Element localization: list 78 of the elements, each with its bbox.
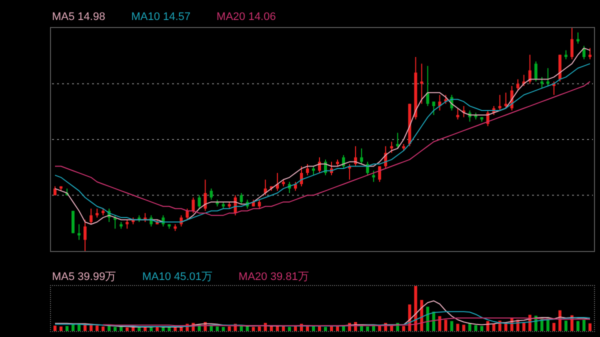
bar [402, 326, 406, 331]
bar [456, 324, 460, 331]
candlestick [534, 60, 538, 82]
candlestick [204, 179, 207, 212]
bar [366, 326, 370, 331]
bar [588, 323, 592, 331]
candlestick [78, 224, 81, 240]
bar [324, 326, 328, 331]
bar [222, 326, 225, 331]
bar [390, 326, 394, 331]
candlestick [576, 32, 580, 44]
bar [486, 321, 490, 331]
bar [522, 322, 526, 331]
text: MA10 45.01万 [142, 270, 213, 284]
candlestick [84, 219, 87, 251]
bar [114, 326, 117, 331]
bar [552, 322, 556, 331]
bar [474, 325, 478, 331]
bar [216, 326, 219, 331]
candlestick [306, 164, 309, 176]
text: MA10 14.57 [131, 11, 191, 23]
candlestick [540, 76, 544, 89]
bar [318, 326, 321, 331]
bar [246, 326, 249, 331]
bar [480, 326, 484, 331]
text: MA20 14.06 [216, 11, 276, 23]
candlestick [570, 28, 574, 60]
bar [582, 320, 586, 331]
bar [438, 316, 442, 331]
bar [96, 326, 99, 331]
bar [312, 326, 315, 331]
bar [282, 326, 285, 331]
bar [108, 326, 111, 331]
bar [462, 324, 466, 331]
bar [258, 326, 261, 331]
bar [564, 320, 568, 331]
text: MA20 39.81万 [238, 270, 309, 284]
bar [252, 326, 255, 331]
candlestick [186, 208, 189, 220]
bar [444, 320, 448, 331]
text: MA5 14.98 [52, 11, 106, 23]
text: MA5 39.99万 [52, 270, 116, 284]
candlestick [210, 188, 213, 200]
bar [66, 326, 69, 331]
candlestick [390, 141, 394, 154]
bar [336, 326, 340, 331]
bar [450, 321, 454, 331]
candlestick [372, 170, 376, 182]
bar [414, 286, 418, 331]
bar [240, 326, 243, 331]
bar [378, 326, 382, 331]
bar [576, 321, 580, 331]
candlestick [90, 208, 93, 225]
candlestick [420, 63, 424, 104]
bar [360, 326, 364, 331]
bar [288, 326, 291, 331]
bar [426, 306, 430, 331]
bar [228, 326, 231, 331]
bar [168, 327, 171, 331]
bar [210, 326, 213, 331]
bar [492, 324, 496, 331]
bar [54, 326, 57, 331]
candlestick [198, 194, 201, 210]
candlestick [498, 94, 502, 112]
bar [126, 327, 129, 331]
candlestick [240, 192, 243, 205]
bar [90, 324, 93, 331]
bar [294, 326, 297, 331]
bar [276, 326, 279, 331]
candlestick [432, 101, 436, 116]
candlestick [546, 68, 550, 86]
candlestick [360, 148, 364, 165]
bar [342, 326, 346, 331]
bar [102, 326, 105, 331]
bar [60, 326, 63, 331]
candlestick [426, 65, 430, 107]
bar [150, 327, 153, 331]
candlestick [192, 196, 195, 214]
